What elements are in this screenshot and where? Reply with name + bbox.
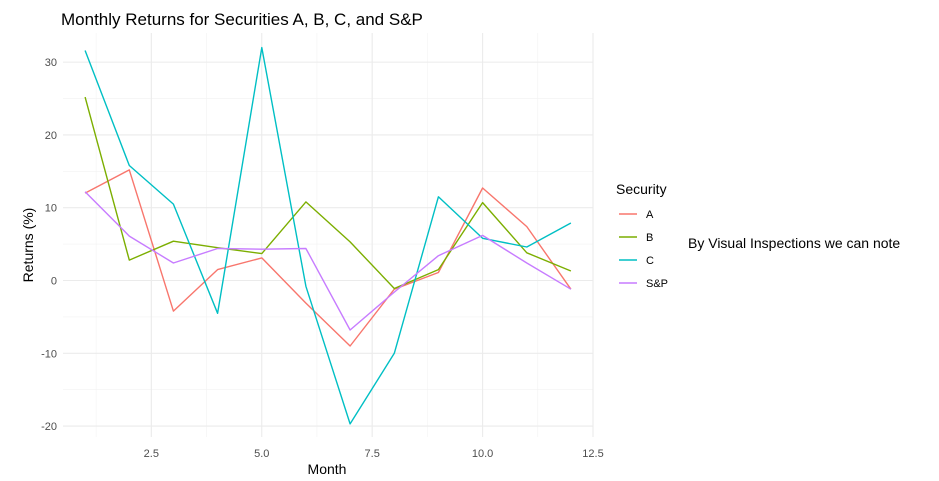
legend-item: S&P	[619, 278, 668, 290]
x-axis-title: Month	[308, 461, 347, 477]
y-tick-label: 0	[51, 275, 57, 287]
legend-item: A	[619, 209, 654, 221]
legend-label: B	[646, 232, 653, 244]
x-tick-label: 10.0	[472, 448, 493, 460]
y-tick-label: 30	[45, 57, 57, 69]
legend-items: ABC S&P	[619, 209, 668, 290]
x-tick-label: 2.5	[144, 448, 159, 460]
legend-item: B	[619, 232, 653, 244]
legend-title: Security	[616, 181, 667, 197]
y-tick-label: 20	[45, 130, 57, 142]
x-tick-label: 5.0	[254, 448, 269, 460]
legend-label: C	[646, 255, 654, 267]
y-tick-label: 10	[45, 203, 57, 215]
y-tick-label: -20	[41, 421, 57, 433]
y-tick-label: -10	[41, 348, 57, 360]
y-axis-ticks: -20 -10 0 10 20 30	[41, 57, 57, 433]
x-tick-label: 7.5	[365, 448, 380, 460]
series-line-a	[84, 169, 572, 347]
y-axis-title: Returns (%)	[20, 208, 36, 283]
x-tick-label: 12.5	[582, 448, 603, 460]
legend: Security ABC S&P	[616, 181, 668, 290]
legend-label: A	[646, 209, 654, 221]
series-lines	[84, 46, 572, 425]
chart-title: Monthly Returns for Securities A, B, C, …	[61, 10, 423, 29]
series-line-sp	[84, 191, 572, 331]
legend-label: S&P	[646, 278, 668, 290]
annotation-text: By Visual Inspections we can note	[688, 235, 900, 251]
series-line-b	[84, 96, 572, 290]
legend-item: C	[619, 255, 654, 267]
x-axis-ticks: 2.5 5.0 7.5 10.0 12.5	[144, 448, 604, 460]
